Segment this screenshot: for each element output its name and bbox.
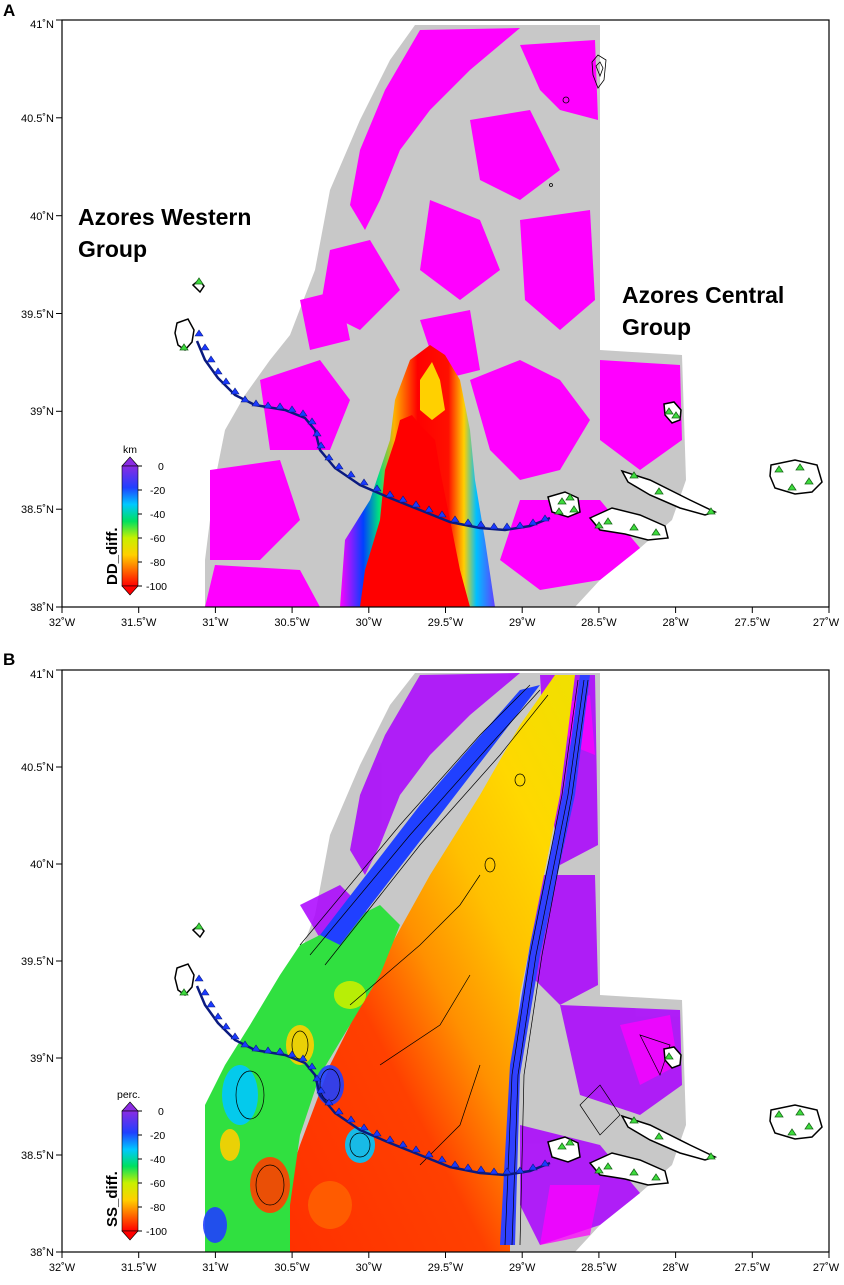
x-tick-label: 31.5˚W — [121, 617, 157, 629]
colorbar-tick: -40 — [150, 1154, 165, 1166]
y-tick-label: 38.5˚N — [21, 1150, 54, 1162]
colorbar-tick: -100 — [146, 581, 167, 593]
x-tick-label: 31˚W — [202, 1262, 229, 1274]
station-triangles — [179, 922, 814, 1181]
y-tick-label: 40.5˚N — [21, 762, 54, 774]
y-tick-label: 39˚N — [30, 1053, 54, 1065]
y-tick-label: 39.5˚N — [21, 956, 54, 968]
panel-b: B — [0, 645, 844, 1285]
map-area — [62, 670, 829, 1252]
trench-line — [194, 974, 551, 1177]
y-tick-label: 38˚N — [30, 602, 54, 614]
y-tick-label: 39.5˚N — [21, 309, 54, 321]
station-triangles — [179, 277, 814, 536]
y-tick-label: 39˚N — [30, 406, 54, 418]
colorbar-tick: -40 — [150, 509, 165, 521]
y-tick-label: 41˚N — [30, 669, 54, 681]
x-tick-label: 30.5˚W — [274, 1262, 310, 1274]
colorbar-tick: -100 — [146, 1226, 167, 1238]
y-tick-label: 40˚N — [30, 211, 54, 223]
colorbar-unit: perc. — [117, 1089, 140, 1101]
x-tick-label: 29.5˚W — [428, 617, 464, 629]
y-tick-label: 38˚N — [30, 1247, 54, 1259]
colorbar-tick: 0 — [158, 461, 164, 473]
x-tick-label: 27.5˚W — [735, 1262, 771, 1274]
y-tick-label: 40.5˚N — [21, 113, 54, 125]
colorbar: perc. SS_diff. 0 -20 -40 -60 -80 -100 — [104, 1089, 167, 1241]
central-group-label-1: Azores Central — [622, 282, 784, 308]
x-tick-label: 30˚W — [356, 1262, 383, 1274]
x-tick-label: 31˚W — [202, 617, 229, 629]
colorbar-tick: -20 — [150, 485, 165, 497]
x-tick-label: 30.5˚W — [274, 617, 310, 629]
colorbar: km DD_diff. 0 -20 -40 -60 -80 -100 — [104, 444, 167, 596]
colorbar-tick: -80 — [150, 557, 165, 569]
colorbar-unit: km — [123, 444, 137, 456]
western-group-label-2: Group — [78, 236, 147, 262]
x-tick-label: 28˚W — [662, 1262, 689, 1274]
colorbar-title: SS_diff. — [104, 1171, 121, 1227]
x-tick-label: 28.5˚W — [581, 1262, 617, 1274]
colorbar-tick: -60 — [150, 533, 165, 545]
x-tick-label: 32˚W — [49, 1262, 76, 1274]
x-tick-label: 28˚W — [662, 617, 689, 629]
central-group-label-2: Group — [622, 314, 691, 340]
x-tick-label: 31.5˚W — [121, 1262, 157, 1274]
panel-letter: A — [3, 1, 15, 20]
x-tick-label: 29˚W — [509, 617, 536, 629]
colorbar-title: DD_diff. — [104, 528, 121, 586]
x-tick-label: 27.5˚W — [735, 617, 771, 629]
colorbar-tick: -20 — [150, 1130, 165, 1142]
x-tick-label: 30˚W — [356, 617, 383, 629]
x-tick-label: 27˚W — [813, 617, 840, 629]
western-group-label-1: Azores Western — [78, 204, 251, 230]
x-tick-label: 29˚W — [509, 1262, 536, 1274]
x-tick-label: 29.5˚W — [428, 1262, 464, 1274]
y-tick-label: 38.5˚N — [21, 504, 54, 516]
trench-line — [194, 329, 551, 532]
y-tick-label: 41˚N — [30, 19, 54, 31]
panel-a: A — [0, 0, 844, 642]
colorbar-tick: -80 — [150, 1202, 165, 1214]
axis-ticks — [56, 19, 830, 613]
panel-letter: B — [3, 650, 15, 669]
colorbar-tick: 0 — [158, 1106, 164, 1118]
y-tick-label: 40˚N — [30, 859, 54, 871]
high-diff-region — [280, 675, 575, 1252]
axis-ticks — [56, 669, 830, 1258]
map-area — [62, 20, 829, 607]
x-tick-label: 32˚W — [49, 617, 76, 629]
x-tick-label: 27˚W — [813, 1262, 840, 1274]
colorbar-tick: -60 — [150, 1178, 165, 1190]
islands — [174, 278, 823, 541]
x-tick-label: 28.5˚W — [581, 617, 617, 629]
